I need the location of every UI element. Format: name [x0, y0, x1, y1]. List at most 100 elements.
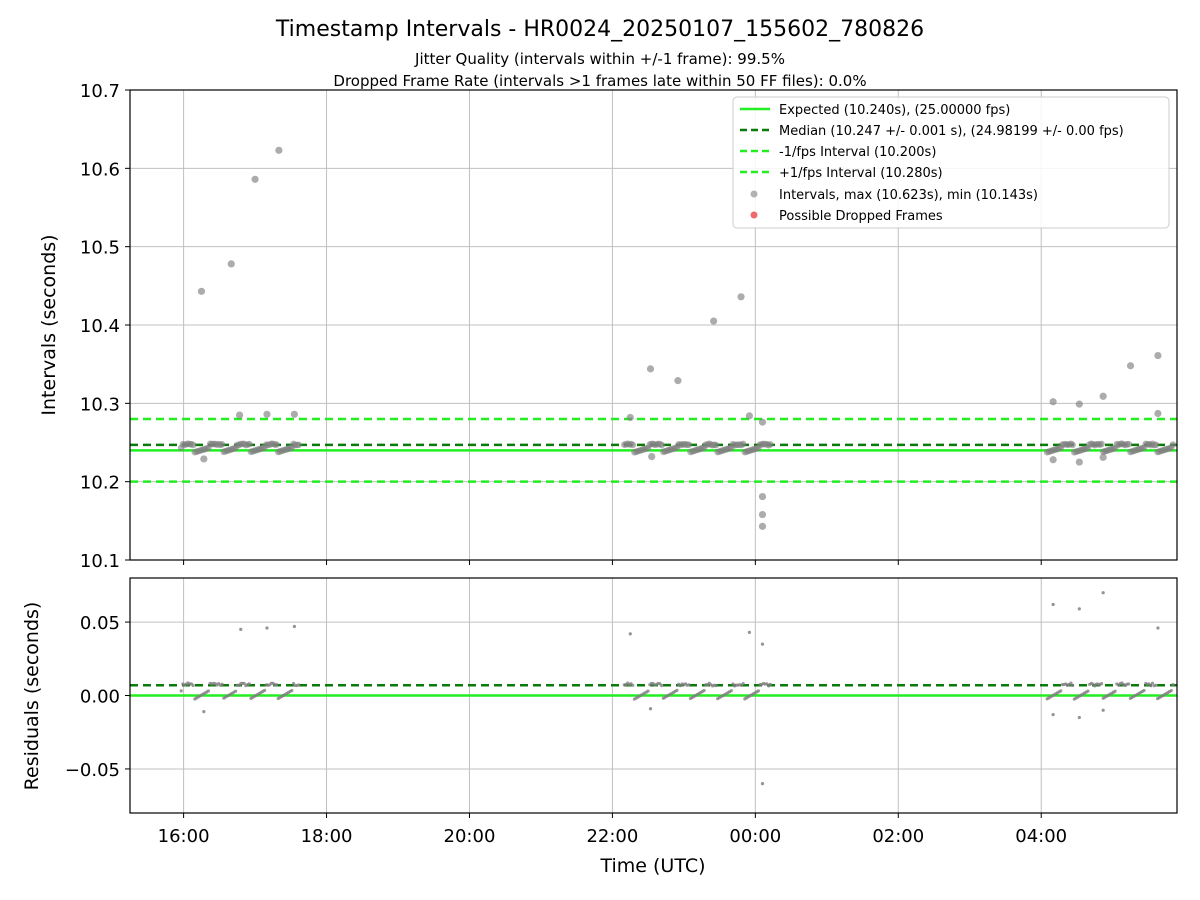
interval-outlier-point: [227, 260, 235, 268]
legend-label-plus-interval: +1/fps Interval (10.280s): [779, 166, 943, 181]
interval-outlier-point: [648, 453, 656, 461]
residual-outlier-point: [1101, 708, 1105, 712]
y-tick-label: −0.05: [65, 760, 120, 781]
interval-point: [295, 441, 302, 449]
interval-point: [1069, 441, 1076, 449]
legend-label-minus-interval: -1/fps Interval (10.200s): [779, 145, 936, 160]
residual-point: [1169, 689, 1173, 693]
residual-outlier-point: [760, 782, 765, 786]
residual-point: [274, 683, 279, 687]
residuals-y-ticks: −0.05 0.00 0.05: [65, 613, 130, 781]
residual-point: [297, 683, 301, 687]
residual-outlier-point: [1101, 591, 1105, 595]
interval-outlier-point: [200, 455, 208, 463]
chart-title: Timestamp Intervals - HR0024_20250107_15…: [275, 17, 924, 42]
residual-outlier-point: [1051, 602, 1055, 607]
x-tick-label: 18:00: [301, 826, 353, 847]
interval-outlier-point: [646, 365, 655, 373]
interval-outlier-point: [1099, 453, 1107, 461]
legend: Expected (10.240s), (25.00000 fps) Media…: [732, 96, 1170, 229]
residual-point: [687, 683, 691, 687]
x-tick-label: 02:00: [872, 826, 924, 847]
legend-label-intervals: Intervals, max (10.623s), min (10.143s): [779, 188, 1038, 203]
residual-outlier-point: [1051, 712, 1055, 717]
legend-label-median: Median (10.247 +/- 0.001 s), (24.98199 +…: [779, 124, 1124, 139]
interval-outlier-point: [1154, 409, 1162, 418]
interval-point: [685, 441, 693, 448]
residual-point: [1142, 688, 1146, 693]
y-tick-label: 10.6: [80, 159, 120, 180]
residual-point: [234, 689, 238, 693]
residual-point: [646, 689, 650, 693]
interval-point: [273, 441, 280, 448]
residuals-y-axis-label: Residuals (seconds): [21, 602, 43, 791]
residual-point: [191, 683, 195, 688]
residual-point: [1113, 689, 1117, 693]
interval-outlier-point: [251, 175, 259, 183]
residual-outlier-point: [292, 624, 296, 629]
residual-point: [714, 683, 718, 688]
y-tick-label: 0.05: [80, 613, 120, 634]
interval-outlier-point: [1075, 400, 1083, 408]
interval-outlier-point: [758, 492, 767, 501]
residual-outlier-point: [1077, 607, 1081, 611]
intervals-y-ticks: 10.1 10.2 10.3 10.4 10.5 10.6 10.7: [80, 81, 130, 572]
y-tick-label: 10.2: [80, 473, 120, 494]
interval-outlier-point: [290, 410, 298, 418]
interval-point: [1098, 440, 1105, 448]
y-tick-label: 10.3: [80, 394, 120, 415]
residual-outlier-point: [265, 626, 269, 630]
residual-point: [631, 683, 635, 687]
residual-point: [179, 689, 183, 693]
residual-point: [1150, 681, 1155, 685]
interval-outlier-point: [737, 293, 745, 301]
interval-point: [739, 440, 747, 448]
interval-outlier-point: [710, 317, 718, 325]
time-x-ticks: 16:00 18:00 20:00 22:00 00:00 02:00 04:00: [158, 560, 1067, 847]
x-tick-label: 00:00: [729, 826, 781, 847]
residual-point: [1099, 681, 1104, 686]
interval-outlier-point: [1075, 458, 1083, 466]
intervals-y-axis-label: Intervals (seconds): [38, 234, 60, 415]
residual-outlier-point: [747, 630, 751, 634]
x-tick-label: 16:00: [158, 826, 210, 847]
interval-point: [658, 441, 665, 449]
residual-point: [1086, 689, 1090, 693]
residual-outlier-point: [760, 642, 765, 646]
residual-point: [1069, 681, 1073, 685]
interval-outlier-point: [263, 410, 271, 418]
x-tick-label: 20:00: [444, 826, 496, 847]
y-tick-label: 10.7: [80, 81, 120, 102]
residual-point: [220, 682, 224, 686]
residual-point: [756, 689, 761, 693]
residual-point: [1154, 683, 1158, 687]
residual-outlier-point: [648, 707, 653, 711]
y-tick-label: 10.1: [80, 551, 120, 572]
residual-point: [1059, 689, 1063, 693]
residual-point: [290, 688, 294, 693]
interval-point: [1152, 441, 1160, 449]
interval-point: [767, 441, 774, 448]
residual-point: [262, 688, 267, 692]
interval-outlier-point: [758, 510, 767, 519]
residual-point: [206, 689, 211, 693]
residual-outlier-point: [1156, 626, 1160, 630]
residual-point: [247, 682, 251, 686]
y-tick-label: 10.5: [80, 238, 120, 259]
residual-point: [768, 682, 772, 686]
intervals-plot: 10.1 10.2 10.3 10.4 10.5 10.6 10.7 Intervals (…: [38, 81, 1178, 572]
interval-point: [189, 441, 197, 449]
residual-point: [675, 688, 679, 692]
y-tick-label: 0.00: [80, 687, 120, 708]
residual-point: [1171, 683, 1175, 687]
chart-subtitle-jitter: Jitter Quality (intervals within +/-1 fr…: [414, 50, 785, 68]
interval-outlier-point: [1126, 362, 1135, 370]
interval-outlier-point: [1049, 456, 1057, 464]
chart-subtitle-dropped: Dropped Frame Rate (intervals >1 frames …: [333, 72, 866, 90]
residual-outlier-point: [239, 627, 243, 632]
legend-label-dropped-frames: Possible Dropped Frames: [779, 209, 943, 224]
residual-outlier-point: [202, 710, 206, 714]
interval-outlier-point: [1099, 392, 1107, 400]
interval-point: [218, 441, 226, 448]
